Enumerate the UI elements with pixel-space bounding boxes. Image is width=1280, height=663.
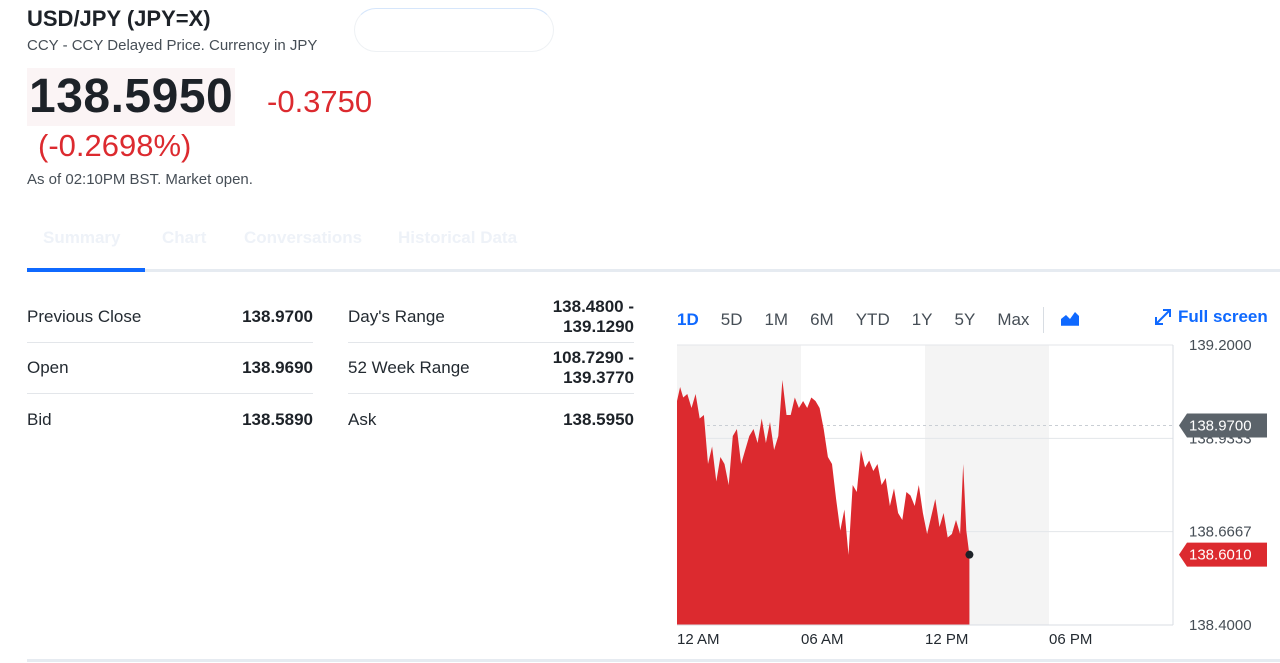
quote-change-percent: (-0.2698%) (38, 128, 192, 163)
stat-row-52-week-range: 52 Week Range 108.7290 - 139.3770 (348, 343, 634, 394)
stat-row-ask: Ask 138.5950 (348, 394, 634, 445)
x-tick-label: 12 AM (677, 631, 720, 648)
stat-label: Ask (348, 409, 377, 429)
stat-label: Day's Range (348, 307, 445, 326)
tab-summary[interactable]: Summary (43, 228, 121, 247)
tab-bar: Summary Chart Conversations Historical D… (27, 222, 1280, 272)
area-series (677, 380, 974, 625)
previous-close-tag-label: 138.9700 (1189, 418, 1252, 435)
stat-value-line-1: 138.4800 - (552, 297, 634, 316)
page-title: USD/JPY (JPY=X) (27, 6, 211, 31)
stat-row-bid: Bid 138.5890 (27, 394, 313, 445)
stat-value: 138.9690 (242, 358, 313, 377)
price-area (677, 380, 970, 625)
price-tags: 138.9700 138.6010 (1179, 413, 1267, 567)
range-5y-button[interactable]: 5Y (954, 310, 976, 329)
stat-value-line-2: 139.3770 (563, 368, 634, 387)
x-tick-label: 06 PM (1049, 631, 1092, 648)
range-max-button[interactable]: Max (997, 310, 1030, 329)
quote-as-of: As of 02:10PM BST. Market open. (27, 171, 253, 188)
last-price-tag-label: 138.6010 (1189, 547, 1252, 564)
axes (677, 345, 1174, 626)
quote-price: 138.5950 (27, 68, 236, 126)
quote-change: -0.3750 (267, 84, 373, 119)
stat-label: 52 Week Range (348, 358, 470, 377)
tab-conversations[interactable]: Conversations (244, 228, 363, 247)
x-tick-label: 06 AM (801, 631, 844, 648)
tab-historical-data[interactable]: Historical Data (398, 228, 518, 247)
range-5d-button[interactable]: 5D (720, 310, 743, 329)
stat-row-days-range: Day's Range 138.4800 - 139.1290 (348, 292, 634, 343)
stat-value: 138.9700 (242, 307, 313, 326)
last-price-dot (965, 550, 974, 559)
stat-label: Bid (27, 409, 52, 429)
range-separator (1043, 307, 1045, 333)
bottom-divider (27, 659, 1280, 662)
stat-value: 138.5950 (563, 409, 634, 429)
stat-value-line-2: 139.1290 (563, 317, 634, 336)
tab-active-indicator (27, 268, 145, 272)
fullscreen-label: Full screen (1178, 307, 1268, 326)
range-ytd-button[interactable]: YTD (855, 310, 890, 329)
range-1m-button[interactable]: 1M (764, 310, 789, 329)
stat-value-line-1: 108.7290 - (552, 348, 634, 367)
x-tick-label: 12 PM (925, 631, 968, 648)
range-1d-button[interactable]: 1D (677, 310, 699, 329)
fullscreen-button[interactable]: Full screen (1154, 307, 1268, 327)
stat-label: Open (27, 358, 69, 377)
area-chart-icon[interactable] (1060, 310, 1080, 331)
stat-value: 138.5890 (242, 409, 313, 429)
stat-row-previous-close: Previous Close 138.9700 (27, 292, 313, 343)
stat-label: Previous Close (27, 307, 142, 326)
stat-row-open: Open 138.9690 (27, 343, 313, 394)
y-tick-label: 138.6667 (1189, 524, 1252, 541)
y-tick-label: 138.4000 (1189, 617, 1252, 634)
range-6m-button[interactable]: 6M (810, 310, 834, 329)
expand-icon (1155, 309, 1171, 325)
last-price-tag-bg (1179, 542, 1267, 567)
stat-value: 138.4800 - 139.1290 (553, 297, 634, 337)
x-tick-labels: 12 AM 06 AM 12 PM 06 PM (677, 631, 1092, 648)
tab-chart[interactable]: Chart (162, 228, 207, 247)
page-subtitle: CCY - CCY Delayed Price. Currency in JPY (27, 37, 318, 54)
y-tick-label: 139.2000 (1189, 340, 1252, 354)
range-1y-button[interactable]: 1Y (911, 310, 933, 329)
previous-close-tag-bg (1179, 413, 1267, 438)
ghost-pill-button[interactable] (354, 8, 554, 52)
stat-value: 108.7290 - 139.3770 (553, 348, 634, 388)
range-selector: 1D 5D 1M 6M YTD 1Y 5Y Max (677, 307, 1080, 333)
